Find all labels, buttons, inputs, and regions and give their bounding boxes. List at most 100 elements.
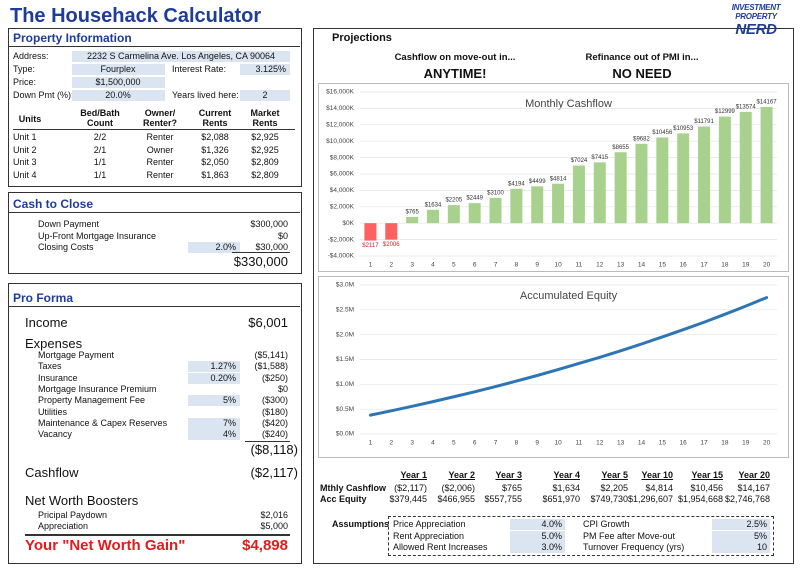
line-label: Appreciation xyxy=(38,521,89,532)
assumption-value: 10 xyxy=(756,542,767,552)
data-label: $9682 xyxy=(633,136,650,142)
panel-title: Cash to Close xyxy=(13,197,94,211)
table-cell: $651,970 xyxy=(542,494,580,504)
section-value: $6,001 xyxy=(248,315,288,330)
line-label: Mortgage Payment xyxy=(38,350,115,360)
table-cell: Unit 2 xyxy=(13,144,37,155)
bar xyxy=(698,126,711,224)
table-cell: $2,925 xyxy=(251,144,279,155)
bar xyxy=(739,111,752,224)
panel-title: Projections xyxy=(332,32,392,44)
table-cell: $2,050 xyxy=(201,157,229,167)
table-cell: Unit 1 xyxy=(13,132,37,142)
gain-label: Your "Net Worth Gain" xyxy=(25,537,186,554)
panel-title: Property Information xyxy=(13,31,132,45)
data-label: $2205 xyxy=(445,198,462,204)
data-label: $13574 xyxy=(736,104,757,110)
table-cell: $10,456 xyxy=(690,483,723,493)
table-cell: 2/1 xyxy=(93,144,107,155)
line-label: Taxes xyxy=(38,361,62,372)
x-tick-label: 13 xyxy=(617,262,625,269)
x-tick-label: 19 xyxy=(742,440,750,447)
section-value: ($2,117) xyxy=(250,465,298,480)
section-label: Cashflow xyxy=(25,465,79,480)
y-tick-label: $6,000K xyxy=(330,171,355,178)
line-value: ($180) xyxy=(261,406,288,417)
input-cell xyxy=(712,542,770,553)
property-panel xyxy=(8,28,302,187)
field-value: 3.125% xyxy=(255,64,286,74)
equity-line xyxy=(368,296,769,417)
x-tick-label: 13 xyxy=(617,440,625,447)
input-cell xyxy=(188,429,240,441)
table-cell: Renter xyxy=(146,157,174,167)
table-cell: 1/1 xyxy=(93,157,107,167)
input-cell xyxy=(188,417,240,429)
bar xyxy=(385,223,398,240)
field-value: 2232 S Carmelina Ave. Los Angeles, CA 90… xyxy=(87,51,275,61)
input-cell xyxy=(510,519,565,530)
chart-title: Accumulated Equity xyxy=(520,290,618,302)
x-tick-label: 9 xyxy=(535,262,539,269)
input-cell xyxy=(712,530,770,542)
x-tick-label: 17 xyxy=(700,262,708,269)
table-header: Year 20 xyxy=(738,470,770,480)
section-label: Net Worth Boosters xyxy=(25,493,139,508)
kpi-label: Refinance out of PMI in... xyxy=(585,52,699,63)
table-cell: $2,088 xyxy=(201,132,229,142)
table-header: Year 2 xyxy=(448,470,475,480)
table-header: Year 10 xyxy=(641,470,673,480)
line-pct: 4% xyxy=(222,429,236,440)
y-tick-label: -$2,000K xyxy=(328,236,355,243)
table-cell: $1,954,668 xyxy=(677,494,723,504)
assumptions-title: Assumptions xyxy=(332,519,390,529)
field-value: 20.0% xyxy=(105,90,131,100)
y-tick-label: $12,000K xyxy=(326,122,354,129)
field-value: Fourplex xyxy=(100,64,136,74)
total-value: ($8,118) xyxy=(250,442,298,457)
x-tick-label: 8 xyxy=(515,262,519,269)
assumption-label: Allowed Rent Increases xyxy=(393,542,488,552)
row-label: Mthly Cashflow xyxy=(320,483,387,493)
y-tick-label: $0K xyxy=(342,220,354,227)
line-chart-frame xyxy=(318,276,789,458)
bar xyxy=(426,209,439,224)
x-tick-label: 14 xyxy=(638,262,646,269)
line-value: $30,000 xyxy=(255,242,288,252)
rule xyxy=(8,212,300,213)
x-tick-label: 18 xyxy=(721,440,729,447)
data-label: $4194 xyxy=(508,181,525,187)
input-cell xyxy=(240,90,290,101)
rule xyxy=(25,534,290,536)
y-tick-label: $10,000K xyxy=(326,138,354,145)
line-label: Up-Front Mortgage Insurance xyxy=(38,230,157,241)
bar xyxy=(656,137,669,224)
line-label: Vacancy xyxy=(38,429,72,440)
line-value: $300,000 xyxy=(250,219,288,229)
x-tick-label: 5 xyxy=(452,262,456,269)
table-cell: $1,326 xyxy=(201,144,229,155)
table-cell: 1/1 xyxy=(93,169,107,180)
data-label: $8655 xyxy=(612,145,629,151)
rule xyxy=(232,252,290,253)
input-cell xyxy=(510,530,565,542)
y-tick-label: $14,000K xyxy=(326,105,354,112)
rule xyxy=(245,441,290,442)
table-header: Owner/ Renter? xyxy=(142,108,177,128)
bar xyxy=(760,107,773,224)
bar xyxy=(614,152,627,224)
rule xyxy=(13,129,295,130)
chart-title: Monthly Cashflow xyxy=(525,98,612,110)
table-cell: $2,205 xyxy=(600,483,628,493)
page-title: The Househack Calculator xyxy=(10,5,262,27)
line-value: $2,016 xyxy=(260,510,288,520)
x-tick-label: 15 xyxy=(659,440,667,447)
data-label: $2449 xyxy=(466,196,483,202)
x-tick-label: 8 xyxy=(515,440,519,447)
x-tick-label: 20 xyxy=(763,440,771,447)
table-cell: $4,814 xyxy=(645,483,673,493)
x-tick-label: 1 xyxy=(369,440,373,447)
bar xyxy=(718,116,731,224)
table-header: Year 1 xyxy=(400,470,427,480)
x-tick-label: 17 xyxy=(700,440,708,447)
